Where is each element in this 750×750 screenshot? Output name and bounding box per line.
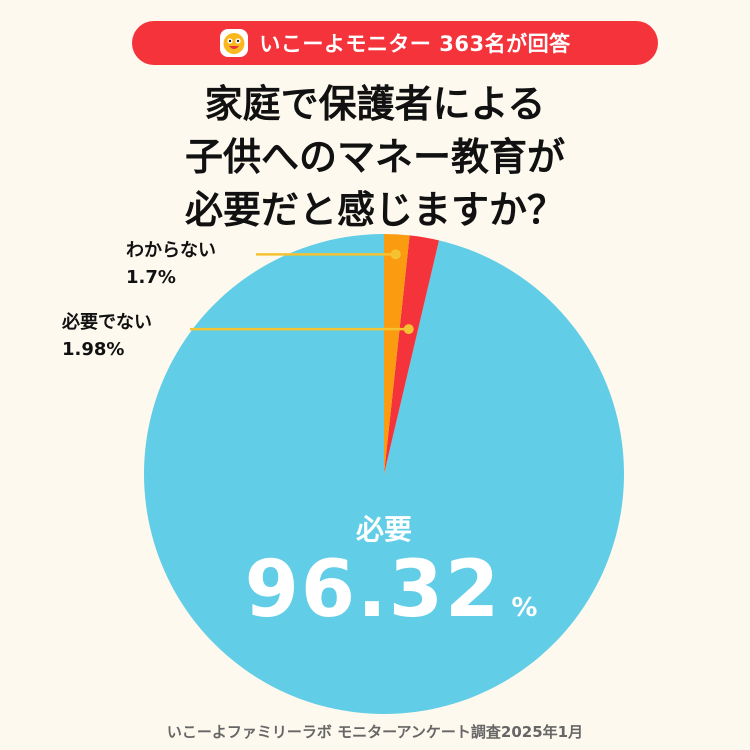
survey-source-footer: いこーよファミリーラボ モニターアンケート調査2025年1月 [166, 723, 584, 741]
respondent-badge: いこーよモニター 363名が回答 [132, 21, 658, 65]
slice-value-necessary: 96.32 % [244, 545, 538, 645]
pie-slice-not-necessary [384, 235, 439, 474]
slice-label-not-necessary: 必要でない 1.98% [62, 309, 152, 363]
slice-name-necessary: 必要 [355, 513, 412, 546]
title-line: 子供へのマネー教育が [184, 135, 565, 179]
slice-name-not-necessary: 必要でない [62, 312, 152, 333]
leader-dot-unknown [390, 249, 401, 260]
pie-slice-unknown [384, 234, 410, 474]
respondent-count-text: いこーよモニター 363名が回答 [259, 32, 571, 56]
slice-name-unknown: わからない [126, 240, 216, 261]
title-line: 必要だと感じますか？ [184, 188, 565, 232]
slice-value-not-necessary: 1.98% [62, 339, 125, 360]
percent-unit: % [511, 593, 538, 623]
slice-percent-necessary: 96.32 [244, 545, 502, 635]
survey-question-title: 家庭で保護者による 子供へのマネー教育が 必要だと感じますか？ [75, 78, 675, 237]
leader-dot-not-necessary [403, 324, 414, 335]
smiling-face-logo-icon [220, 29, 249, 57]
title-line: 家庭で保護者による [204, 82, 546, 126]
slice-value-unknown: 1.7% [126, 267, 176, 288]
slice-label-unknown: わからない 1.7% [126, 237, 216, 291]
